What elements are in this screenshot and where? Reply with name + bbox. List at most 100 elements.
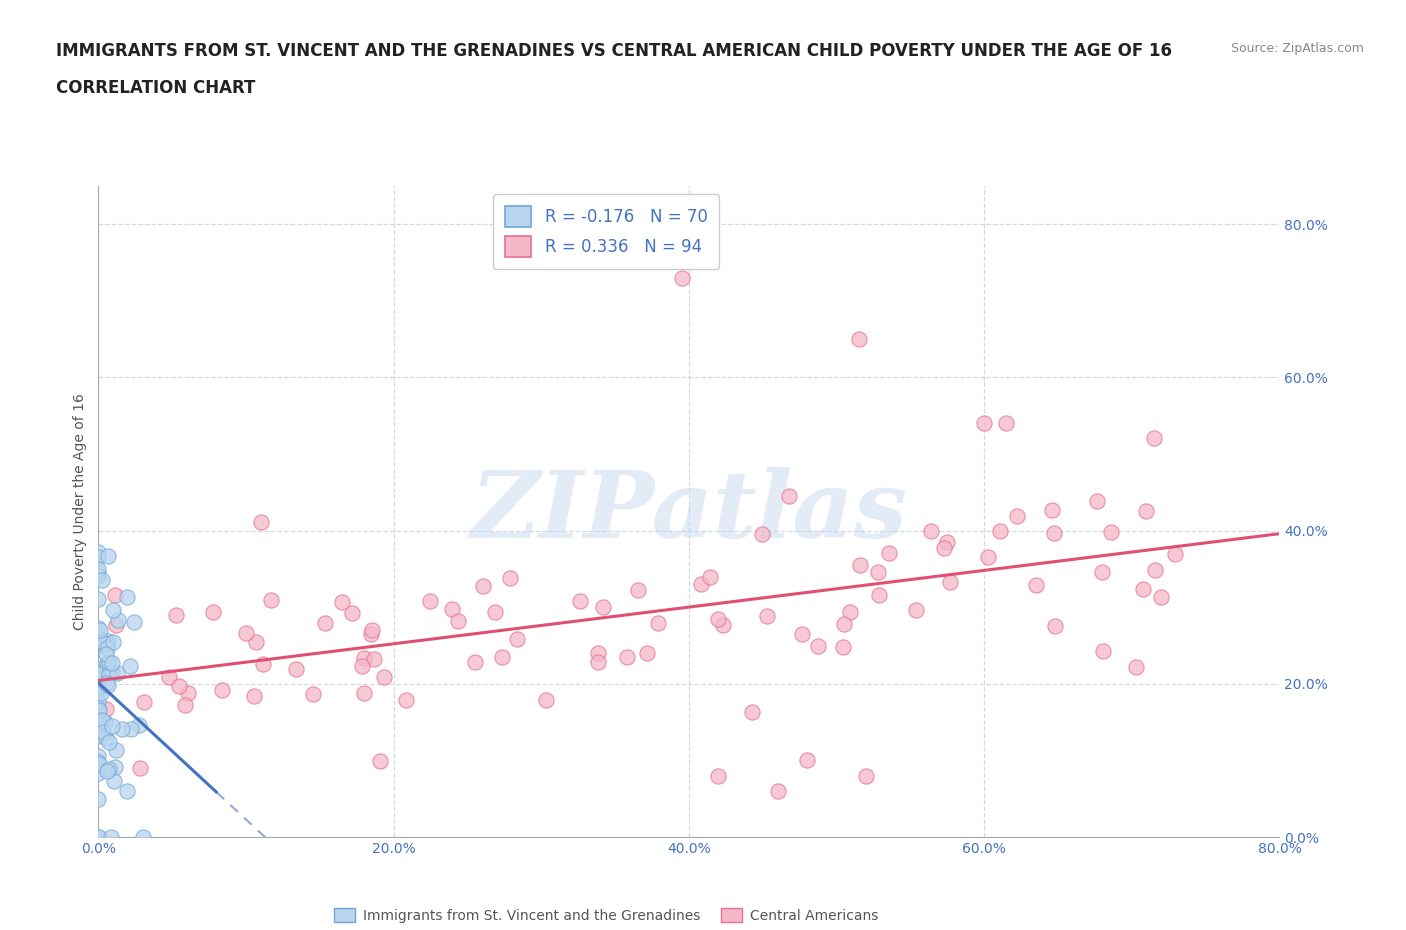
Point bbox=[586, 655, 609, 670]
Point bbox=[129, 761, 152, 776]
Point bbox=[87, 620, 110, 635]
Point bbox=[904, 603, 927, 618]
Point bbox=[96, 641, 118, 656]
Point bbox=[97, 548, 120, 563]
Point bbox=[98, 667, 121, 682]
Point bbox=[105, 618, 128, 633]
Point bbox=[101, 634, 124, 649]
Point bbox=[778, 488, 800, 503]
Point bbox=[938, 575, 960, 590]
Point bbox=[373, 670, 395, 684]
Point bbox=[491, 649, 513, 664]
Point bbox=[839, 604, 862, 619]
Point bbox=[755, 608, 778, 623]
Point bbox=[87, 700, 110, 715]
Point bbox=[1025, 578, 1047, 592]
Point bbox=[96, 656, 118, 671]
Point bbox=[93, 724, 115, 739]
Point bbox=[636, 645, 658, 660]
Point bbox=[87, 667, 110, 682]
Point bbox=[87, 665, 110, 680]
Point bbox=[122, 615, 145, 630]
Point bbox=[534, 693, 557, 708]
Point bbox=[87, 684, 110, 698]
Point bbox=[97, 735, 120, 750]
Point bbox=[94, 730, 117, 745]
Point bbox=[868, 565, 890, 579]
Point bbox=[1150, 590, 1173, 604]
Point bbox=[89, 756, 111, 771]
Point bbox=[360, 627, 382, 642]
Point bbox=[592, 599, 614, 614]
Point bbox=[93, 637, 115, 652]
Point bbox=[87, 754, 110, 769]
Point bbox=[647, 616, 669, 631]
Text: CORRELATION CHART: CORRELATION CHART bbox=[56, 79, 256, 97]
Point bbox=[242, 688, 264, 703]
Point bbox=[1132, 582, 1154, 597]
Point bbox=[115, 784, 138, 799]
Point bbox=[995, 416, 1018, 431]
Point bbox=[169, 678, 191, 693]
Point bbox=[977, 550, 1000, 565]
Point bbox=[832, 617, 855, 631]
Point bbox=[419, 593, 441, 608]
Point bbox=[855, 768, 877, 783]
Point bbox=[96, 636, 118, 651]
Point bbox=[1143, 431, 1166, 445]
Point bbox=[707, 768, 730, 783]
Point bbox=[285, 662, 308, 677]
Point bbox=[90, 685, 112, 700]
Point bbox=[259, 593, 281, 608]
Point bbox=[1042, 503, 1064, 518]
Point bbox=[1125, 660, 1147, 675]
Point bbox=[353, 685, 375, 700]
Point bbox=[87, 568, 110, 583]
Point bbox=[569, 594, 592, 609]
Point bbox=[1085, 494, 1108, 509]
Point bbox=[87, 545, 110, 560]
Text: IMMIGRANTS FROM ST. VINCENT AND THE GRENADINES VS CENTRAL AMERICAN CHILD POVERTY: IMMIGRANTS FROM ST. VINCENT AND THE GREN… bbox=[56, 42, 1173, 60]
Point bbox=[353, 651, 375, 666]
Point bbox=[245, 635, 267, 650]
Point bbox=[173, 698, 195, 712]
Point bbox=[368, 753, 391, 768]
Point bbox=[105, 743, 128, 758]
Point bbox=[1043, 525, 1066, 540]
Point bbox=[94, 675, 117, 690]
Point bbox=[94, 701, 117, 716]
Point bbox=[104, 760, 127, 775]
Point bbox=[868, 588, 890, 603]
Point bbox=[741, 705, 763, 720]
Point bbox=[87, 721, 110, 736]
Point bbox=[87, 630, 110, 644]
Point bbox=[352, 658, 374, 673]
Point bbox=[506, 631, 529, 646]
Point bbox=[832, 640, 855, 655]
Point bbox=[97, 655, 120, 670]
Point bbox=[689, 577, 711, 591]
Point bbox=[87, 704, 110, 719]
Point bbox=[936, 535, 959, 550]
Point bbox=[671, 271, 693, 286]
Point bbox=[94, 646, 117, 661]
Point bbox=[107, 613, 129, 628]
Point bbox=[988, 524, 1011, 538]
Point bbox=[706, 612, 728, 627]
Point bbox=[250, 514, 273, 529]
Point bbox=[100, 656, 122, 671]
Point bbox=[1091, 644, 1114, 658]
Point bbox=[177, 685, 200, 700]
Point bbox=[115, 590, 138, 604]
Point bbox=[920, 524, 942, 538]
Point bbox=[105, 665, 128, 680]
Point bbox=[90, 712, 112, 727]
Point bbox=[87, 729, 110, 744]
Point bbox=[96, 633, 118, 648]
Point bbox=[111, 722, 134, 737]
Point bbox=[796, 753, 818, 768]
Point bbox=[118, 658, 141, 673]
Point bbox=[87, 565, 110, 580]
Point bbox=[132, 830, 155, 844]
Point bbox=[87, 561, 110, 576]
